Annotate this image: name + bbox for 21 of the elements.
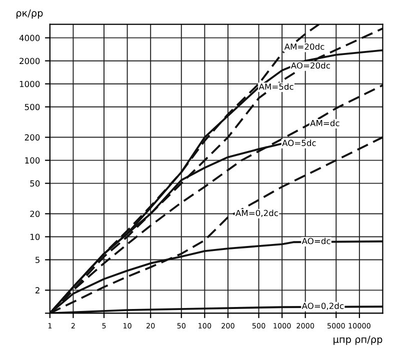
y-tick-label: 2000: [20, 58, 40, 64]
annotation: AO=0,2dc: [302, 302, 344, 310]
y-axis-title: ρк/ρр: [16, 9, 43, 19]
y-tick-label: 500: [24, 104, 40, 110]
x-axis-title: μпр ρп/ρр: [334, 336, 382, 345]
y-tick-label: 1000: [20, 80, 40, 88]
y-tick-label: 2: [36, 287, 40, 294]
annotation: AM=0,2dc: [236, 210, 278, 218]
y-tick-label: 100: [25, 157, 40, 164]
annotation: AO=5dc: [282, 140, 316, 146]
y-tick-label: 20: [30, 210, 40, 218]
annotation: AO=20dc: [290, 62, 330, 69]
y-tick-label: 5: [36, 256, 40, 264]
y-tick-label: 50: [30, 180, 40, 187]
y-tick-label: 200: [24, 134, 40, 141]
y-tick-label: 10: [30, 234, 40, 240]
annotation: AO=dc: [302, 238, 330, 244]
annotation: AM=5dc: [258, 83, 294, 90]
annotation: AM=dc: [310, 120, 340, 126]
annotation: AM=20dc: [284, 43, 324, 50]
y-tick-label: 4000: [19, 34, 40, 42]
